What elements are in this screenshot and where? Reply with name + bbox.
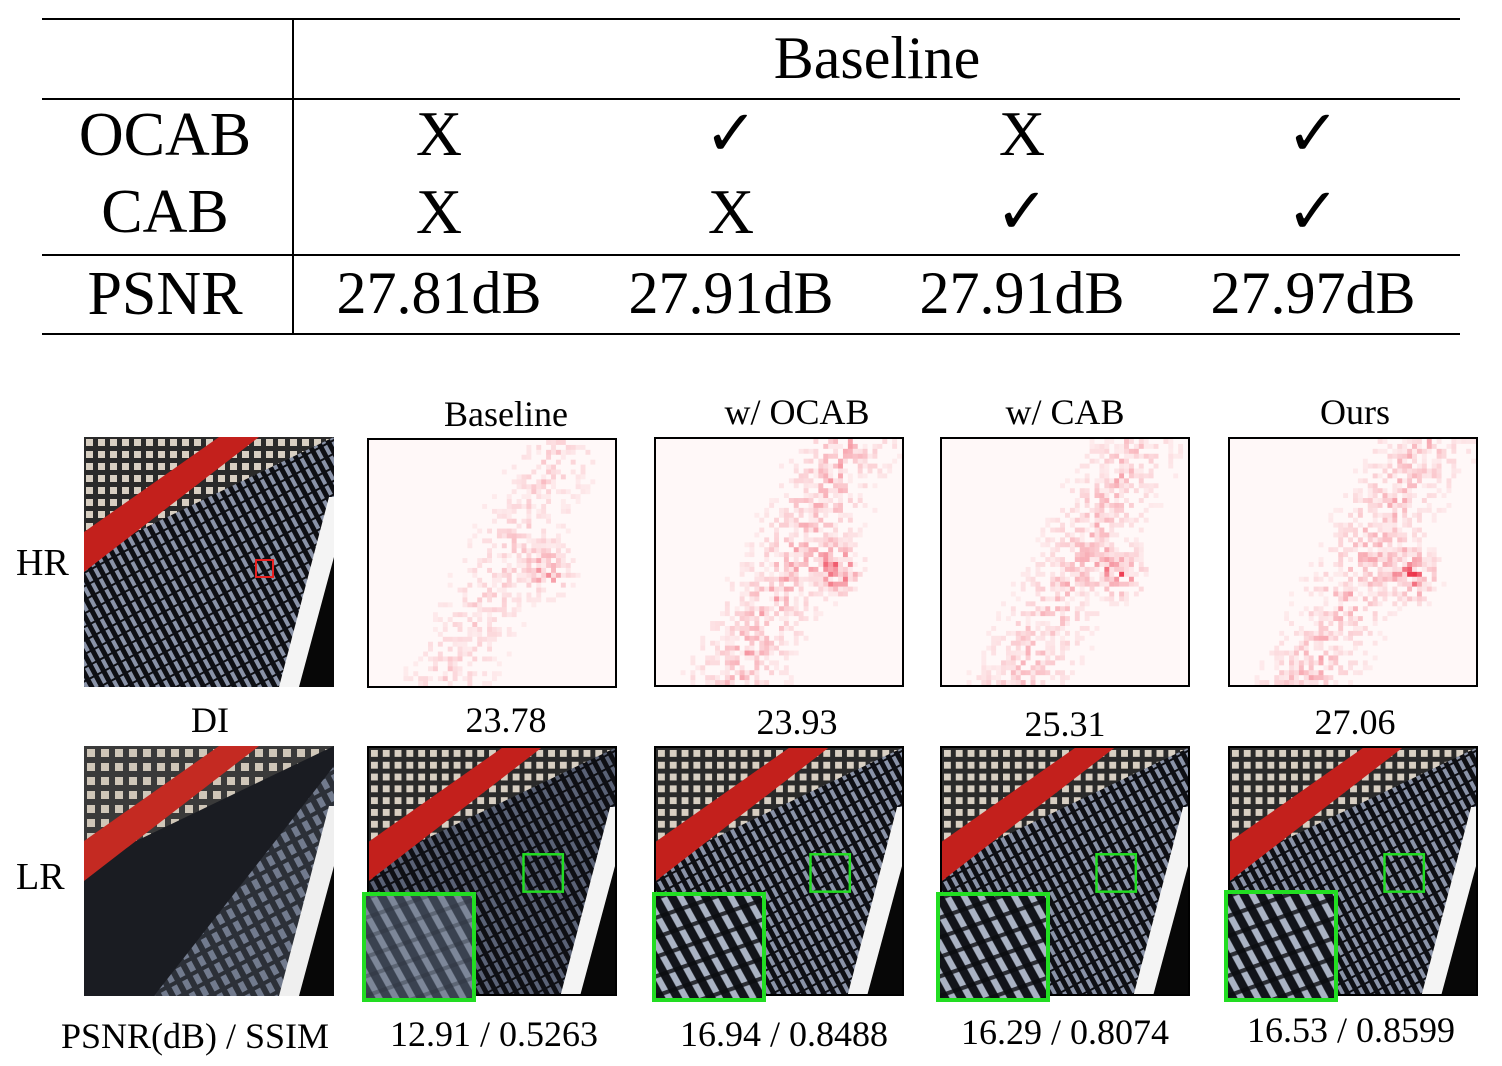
- psnr-cell-4: 27.97dB: [1210, 260, 1416, 326]
- hr-image: [84, 437, 334, 687]
- table-top-rule: [42, 18, 1460, 20]
- zoom-inset-w-cab: [936, 892, 1050, 1002]
- cab-cell-1: X: [415, 176, 463, 247]
- heatmap-baseline: [367, 438, 617, 688]
- heatmap-ours: [1228, 437, 1478, 687]
- col-title-w-cab: w/ CAB: [1005, 392, 1125, 432]
- table-bottom-rule: [42, 333, 1460, 335]
- psnr-cell-2: 27.91dB: [628, 260, 834, 326]
- table-mid-rule: [42, 254, 1460, 256]
- row-label-ocab: OCAB: [78, 101, 252, 169]
- lr-image: [84, 746, 334, 996]
- zoom-inset-w-ocab: [652, 892, 766, 1002]
- row-label-hr: HR: [16, 542, 69, 584]
- ocab-cell-4: ✓: [1286, 98, 1340, 169]
- col-title-w-ocab: w/ OCAB: [724, 392, 870, 432]
- metric-w-cab: 16.29 / 0.8074: [960, 1012, 1169, 1052]
- ocab-cell-3: X: [998, 98, 1046, 169]
- di-value-w-ocab: 23.93: [756, 702, 838, 742]
- row-label-cab: CAB: [101, 178, 229, 246]
- table-vertical-rule: [292, 18, 294, 335]
- psnr-cell-1: 27.81dB: [336, 260, 542, 326]
- heatmap-w-cab: [940, 437, 1190, 687]
- ocab-cell-2: ✓: [704, 98, 758, 169]
- col-title-ours: Ours: [1320, 392, 1390, 432]
- di-value-baseline: 23.78: [465, 700, 547, 740]
- zoom-inset-baseline: [362, 892, 476, 1002]
- metric-baseline: 12.91 / 0.5263: [389, 1014, 598, 1054]
- row-label-lr: LR: [16, 856, 65, 898]
- heatmap-w-ocab: [654, 437, 904, 687]
- table-header-baseline: Baseline: [773, 25, 981, 91]
- cab-cell-2: X: [707, 176, 755, 247]
- metric-ours: 16.53 / 0.8599: [1246, 1010, 1455, 1050]
- psnr-cell-3: 27.91dB: [919, 260, 1125, 326]
- ocab-cell-1: X: [415, 98, 463, 169]
- zoom-region-box: [1383, 853, 1426, 893]
- di-value-ours: 27.06: [1314, 702, 1396, 742]
- cab-cell-3: ✓: [995, 176, 1049, 247]
- metric-label: PSNR(dB) / SSIM: [60, 1016, 330, 1056]
- table-header-rule: [42, 98, 1460, 100]
- di-label: DI: [191, 700, 229, 740]
- zoom-region-box: [809, 853, 852, 893]
- cab-cell-4: ✓: [1286, 176, 1340, 247]
- col-title-baseline: Baseline: [444, 394, 568, 434]
- zoom-region-box: [1095, 853, 1138, 893]
- zoom-region-box: [522, 853, 565, 893]
- di-value-w-cab: 25.31: [1024, 704, 1106, 744]
- hr-red-box: [255, 559, 274, 578]
- metric-w-ocab: 16.94 / 0.8488: [679, 1014, 888, 1054]
- row-label-psnr: PSNR: [87, 260, 243, 328]
- zoom-inset-ours: [1224, 890, 1338, 1002]
